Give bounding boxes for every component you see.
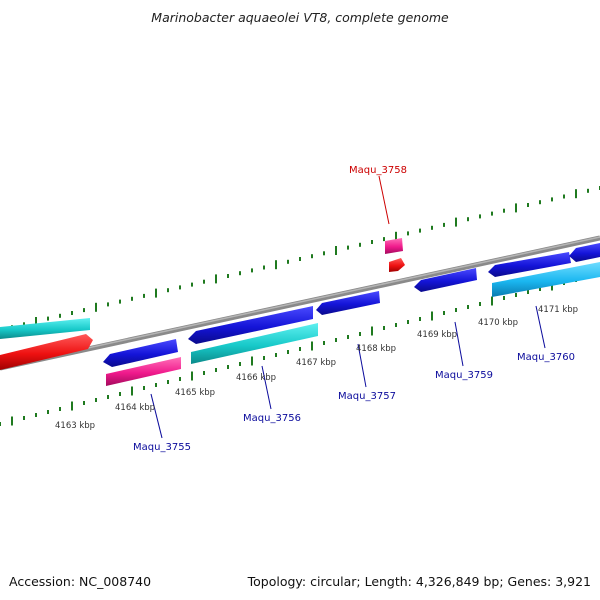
leader-maqu-3755 (150, 393, 163, 439)
accession-label: Accession: NC_008740 (9, 574, 152, 589)
label-leaders (150, 175, 546, 439)
scale-label: 4163 kbp (55, 421, 95, 431)
gene-arrow-red-left (0, 334, 93, 370)
gene-maqu-3758 (385, 238, 403, 254)
gene-label-maqu-3756[interactable]: Maqu_3756 (243, 413, 301, 424)
scale-labels: 4163 kbp 4164 kbp 4165 kbp 4166 kbp 4167… (55, 305, 578, 431)
leader-maqu-3758 (378, 175, 390, 225)
genome-summary: Topology: circular; Length: 4,326,849 bp… (247, 574, 591, 589)
scale-label: 4164 kbp (115, 403, 155, 413)
gene-arrow-maqu-3760-cds (488, 252, 571, 277)
upper-tick-track (0, 186, 600, 332)
lower-tick-track (0, 272, 600, 426)
gene-label-maqu-3757[interactable]: Maqu_3757 (338, 391, 396, 402)
gene-label-maqu-3759[interactable]: Maqu_3759 (435, 370, 493, 381)
scale-label: 4169 kbp (417, 330, 457, 340)
genome-backbone-highlight (0, 236, 600, 368)
gene-arrow-maqu-3755-cds (103, 339, 178, 367)
scale-label: 4171 kbp (538, 305, 578, 315)
gene-label-maqu-3755[interactable]: Maqu_3755 (133, 442, 191, 453)
gene-label-maqu-3758[interactable]: Maqu_3758 (349, 165, 407, 176)
leader-maqu-3756 (261, 365, 272, 410)
scale-label: 4165 kbp (175, 388, 215, 398)
scale-label: 4170 kbp (478, 318, 518, 328)
leader-maqu-3759 (454, 321, 464, 367)
gene-arrow-cyan-left (0, 318, 90, 339)
gene-arrow-right-edge (569, 243, 600, 262)
gene-arrow-maqu-3756-cds (188, 306, 313, 344)
genome-backbone (0, 235, 600, 371)
gene-maqu-3755 (106, 357, 181, 386)
page-title: Marinobacter aquaeolei VT8, complete gen… (151, 10, 449, 25)
gene-maqu-3759 (414, 268, 477, 292)
gene-maqu-3756 (191, 323, 318, 364)
gene-maqu-3760 (492, 262, 600, 297)
scale-label: 4168 kbp (356, 344, 396, 354)
scale-label: 4167 kbp (296, 358, 336, 368)
leader-maqu-3757 (357, 343, 367, 388)
gene-maqu-3757 (316, 291, 380, 315)
leader-maqu-3760 (535, 305, 546, 349)
gene-labels: Maqu_3755 Maqu_3756 Maqu_3757 Maqu_3758 … (133, 165, 575, 453)
scale-label: 4166 kbp (236, 373, 276, 383)
gene-label-maqu-3760[interactable]: Maqu_3760 (517, 352, 575, 363)
gene-arrow-maqu-3758-cds (389, 258, 405, 272)
